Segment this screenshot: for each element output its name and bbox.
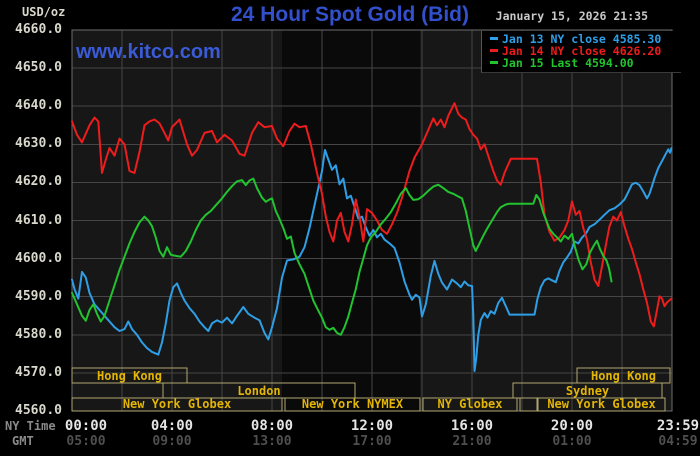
y-tick-label: 4640.0 [15,98,62,114]
series-line-jan-15 [71,177,613,336]
session-label: Hong Kong [591,369,656,383]
legend-entry: Jan 13 NY close 4585.30 [490,33,681,45]
x-tick-gmt: 21:00 [452,434,492,449]
y-tick-label: 4560.0 [15,403,62,418]
session-label: Hong Kong [97,369,162,383]
legend-label: Jan 14 NY close 4626.20 [502,44,662,58]
session-box-new-york-nymex [284,397,421,412]
ny-time-row-label: NY Time [5,419,56,433]
x-tick-ny-time: 20:00 [550,418,594,434]
session-label: New York Globex [547,397,655,411]
x-tick-gmt: 04:59 [658,434,698,449]
legend-dash-icon [490,49,498,52]
x-tick-gmt: 09:00 [152,434,192,449]
y-tick-label: 4580.0 [15,326,62,342]
y-tick-label: 4610.0 [15,212,62,228]
session-label: NY Globex [437,397,502,411]
session-box-new-york-globex [71,397,283,412]
y-tick-label: 4630.0 [15,136,62,152]
x-tick-ny-time: 16:00 [450,418,494,434]
x-tick-gmt: 13:00 [252,434,292,449]
legend-label: Jan 13 NY close 4585.30 [502,32,662,46]
y-tick-label: 4660.0 [15,22,62,37]
kitco-watermark: www.kitco.com [76,41,221,63]
session-box-new-york-globex [537,397,666,412]
session-box-gap [519,397,538,412]
y-tick-label: 4590.0 [15,288,62,304]
units-label: USD/oz [22,5,66,19]
y-tick-label: 4650.0 [15,60,62,76]
legend-label: Jan 15 Last 4594.00 [502,56,634,70]
y-tick-label: 4600.0 [15,250,62,266]
x-tick-ny-time: 08:00 [250,418,294,434]
x-tick-gmt: 05:00 [66,434,106,449]
x-tick-gmt: 01:00 [552,434,592,449]
legend-entry: Jan 15 Last 4594.00 [490,57,681,69]
x-tick-ny-time: 12:00 [350,418,394,434]
gmt-row-label: GMT [12,434,34,448]
session-box-hong-kong [71,367,188,384]
legend-dash-icon [490,61,498,64]
chart-title: 24 Hour Spot Gold (Bid) [231,3,469,26]
x-tick-ny-time: 04:00 [150,418,194,434]
session-label: New York NYMEX [302,397,404,411]
y-tick-label: 4620.0 [15,174,62,190]
session-label: Sydney [566,384,609,398]
session-box-ny-globex [422,397,518,412]
x-tick-ny-time: 23:59 [656,418,700,434]
session-label: New York Globex [123,397,231,411]
x-tick-ny-time: 00:00 [64,418,108,434]
legend-dash-icon [490,37,498,40]
legend: Jan 13 NY close 4585.30 Jan 14 NY close 4… [481,31,681,73]
session-label: London [237,384,280,398]
series-line-jan-13 [71,147,673,372]
legend-entry: Jan 14 NY close 4626.20 [490,45,681,57]
chart-datetime: January 15, 2026 21:35 [495,9,648,23]
y-tick-label: 4570.0 [15,364,62,380]
series-line-jan-14 [71,102,673,328]
x-tick-gmt: 17:00 [352,434,392,449]
